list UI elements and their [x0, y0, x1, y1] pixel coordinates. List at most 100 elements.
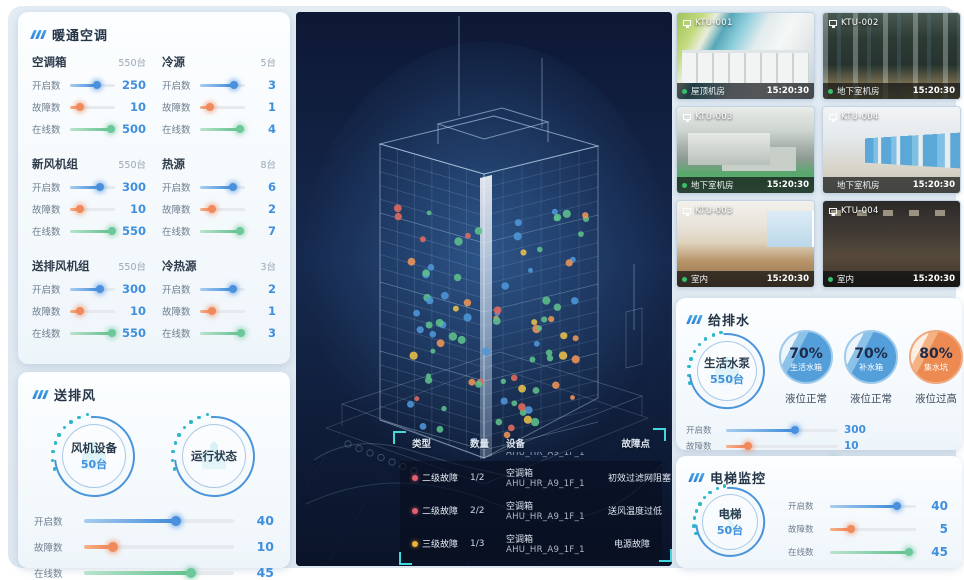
severity-dot	[412, 474, 418, 481]
camera-tile[interactable]: KTU-001 屋顶机房 15:20:30	[676, 12, 815, 100]
online-dot	[682, 182, 687, 188]
group-total: 5台	[260, 58, 276, 69]
group-total: 550台	[118, 58, 146, 69]
hvac-panel-header: 暖通空调	[30, 25, 276, 44]
online-dot	[828, 88, 833, 94]
group-name: 冷源	[162, 55, 185, 69]
tank-status: 液位过高	[915, 393, 957, 405]
camera-grid: KTU-001 屋顶机房 15:20:30 KTU-002 地下室机房 15:20:…	[676, 12, 962, 290]
bracket-corner	[393, 431, 406, 444]
tank-status: 液位正常	[850, 393, 892, 405]
gauge-inner-ring: 风机设备 50台	[61, 423, 127, 489]
metric-open: 开启数 3	[162, 78, 276, 92]
group-name: 新风机组	[32, 157, 78, 171]
group-name: 空调箱	[32, 55, 67, 69]
metric-fault: 故障数 10	[32, 100, 146, 114]
fan-status-gauge: 运行状态	[156, 398, 272, 514]
fan-devices-gauge: 风机设备 50台	[36, 398, 152, 514]
group-name: 冷热源	[162, 259, 197, 273]
metric-open: 开启数 6	[162, 180, 276, 194]
group-total: 3台	[260, 262, 276, 273]
metric-fault: 故障数 10	[686, 440, 859, 452]
hvac-group-fresh-air: 新风机组 550台 开启数 300 故障数 10 在线数 550	[32, 156, 146, 238]
camera-tile[interactable]: KTU-003 地下室机房 15:20:30	[676, 106, 815, 194]
metric-open: 开启数 300	[686, 424, 866, 436]
elevator-metrics: 开启数 40 故障数 5 在线数 45	[788, 490, 948, 559]
camera-icon	[829, 114, 837, 122]
tank-gauges: 70% 生活水箱 液位正常 70% 补水箱 液位正常 80% 集水坑 液位过高	[778, 330, 964, 406]
camera-tile[interactable]: KTU-002 地下室机房 15:20:30	[822, 12, 961, 100]
panel-slashes-icon	[32, 390, 49, 399]
tank-liquid-circle: 70% 生活水箱	[779, 330, 833, 384]
hvac-groups: 空调箱 550台 开启数 250 故障数 10 在线数 500 冷源 5台 开启数 3 故障…	[32, 54, 276, 340]
camera-icon	[683, 208, 691, 216]
tank-liquid-circle: 80% 集水坑	[909, 330, 963, 384]
hvac-group-supply-exhaust: 送排风机组 550台 开启数 300 故障数 10 在线数 550	[32, 258, 146, 340]
severity-dot	[412, 540, 418, 547]
water-pump-gauge: 生活水泵 550台	[673, 317, 781, 425]
metric-open: 开启数 300	[32, 282, 146, 296]
bracket-corner	[659, 549, 672, 562]
tank-status: 液位正常	[785, 393, 827, 405]
gauge-inner-ring: 运行状态	[181, 423, 247, 489]
building-3d-view[interactable]: 类型 数量 设备 故障点 AHU_HR_A9_1F_1 二级故障 1/2 空调箱…	[296, 12, 672, 566]
metric-fault: 故障数 10	[34, 539, 274, 554]
metric-open: 开启数 300	[32, 180, 146, 194]
hvac-group-cold-heat-source: 冷热源 3台 开启数 2 故障数 1 在线数 3	[162, 258, 276, 340]
elevator-gauge: 电梯 50台	[680, 472, 780, 572]
elevator-panel-title: 电梯监控	[710, 472, 767, 487]
metric-fault: 故障数 1	[162, 304, 276, 318]
metric-fault: 故障数 5	[788, 522, 948, 536]
group-name: 热源	[162, 157, 185, 171]
fault-row: 二级故障 1/2 空调箱 AHU_HR_A9_1F_1 初效过滤网阻塞	[400, 461, 671, 494]
group-name: 送排风机组	[32, 259, 90, 273]
camera-icon	[829, 20, 837, 28]
metric-online: 在线数 500	[32, 122, 146, 136]
metric-online: 在线数 3	[162, 326, 276, 340]
metric-open: 开启数 40	[788, 499, 948, 513]
camera-tile[interactable]: KTU-004 室内 15:20:30	[822, 200, 961, 288]
panel-hvac: 暖通空调 空调箱 550台 开启数 250 故障数 10 在线数 500 冷源 5台 开启…	[18, 12, 290, 364]
camera-icon	[683, 20, 691, 28]
metric-open: 开启数 40	[34, 513, 274, 528]
fans-panel-header: 送排风	[32, 385, 274, 404]
metric-open: 开启数 250	[32, 78, 146, 92]
camera-icon	[829, 208, 837, 216]
group-total: 8台	[260, 160, 276, 171]
hvac-group-cold-source: 冷源 5台 开启数 3 故障数 1 在线数 4	[162, 54, 276, 136]
elevator-panel-header: 电梯监控	[688, 468, 948, 487]
fault-row: 三级故障 1/3 空调箱 AHU_HR_A9_1F_1 电源故障	[400, 527, 662, 560]
group-total: 550台	[118, 160, 146, 171]
tank-domestic: 70% 生活水箱 液位正常	[778, 330, 834, 406]
dashboard-background: 暖通空调 空调箱 550台 开启数 250 故障数 10 在线数 500 冷源 5台 开启…	[8, 6, 963, 580]
tank-sump: 80% 集水坑 液位过高	[908, 330, 964, 406]
online-dot	[682, 88, 687, 94]
fault-table-clipped-row: AHU_HR_A9_1F_1	[506, 452, 585, 458]
gauge-inner-ring: 生活水泵 550台	[696, 340, 758, 402]
metric-online: 在线数 45	[34, 565, 274, 580]
panel-elevator: 电梯监控 电梯 50台 开启数 40 故障数 5 在线数 45	[676, 456, 962, 572]
camera-tile[interactable]: KTU-004 地下室机房 15:20:30	[822, 106, 961, 194]
metric-fault: 故障数 10	[32, 304, 146, 318]
online-dot	[682, 276, 687, 282]
hvac-group-heat-source: 热源 8台 开启数 6 故障数 2 在线数 7	[162, 156, 276, 238]
fault-row: 二级故障 2/2 空调箱 AHU_HR_A9_1F_1 送风温度过低	[400, 494, 662, 527]
online-dot	[828, 276, 833, 282]
metric-fault: 故障数 10	[32, 202, 146, 216]
camera-tile[interactable]: KTU-003 室内 15:20:30	[676, 200, 815, 288]
tank-makeup: 70% 补水箱 液位正常	[843, 330, 899, 406]
panel-slashes-icon	[688, 473, 705, 482]
fault-table: 类型 数量 设备 故障点 AHU_HR_A9_1F_1 二级故障 1/2 空调箱…	[393, 428, 672, 565]
metric-open: 开启数 2	[162, 282, 276, 296]
severity-dot	[412, 507, 418, 514]
tank-liquid-circle: 70% 补水箱	[844, 330, 898, 384]
group-total: 550台	[118, 262, 146, 273]
metric-fault: 故障数 2	[162, 202, 276, 216]
hvac-panel-title: 暖通空调	[52, 29, 109, 44]
hvac-group-ahu: 空调箱 550台 开启数 250 故障数 10 在线数 500	[32, 54, 146, 136]
metric-fault: 故障数 1	[162, 100, 276, 114]
panel-water: 给排水 生活水泵 550台 70% 生活水箱 液位正常 70%	[673, 298, 964, 468]
bracket-corner	[653, 428, 666, 441]
